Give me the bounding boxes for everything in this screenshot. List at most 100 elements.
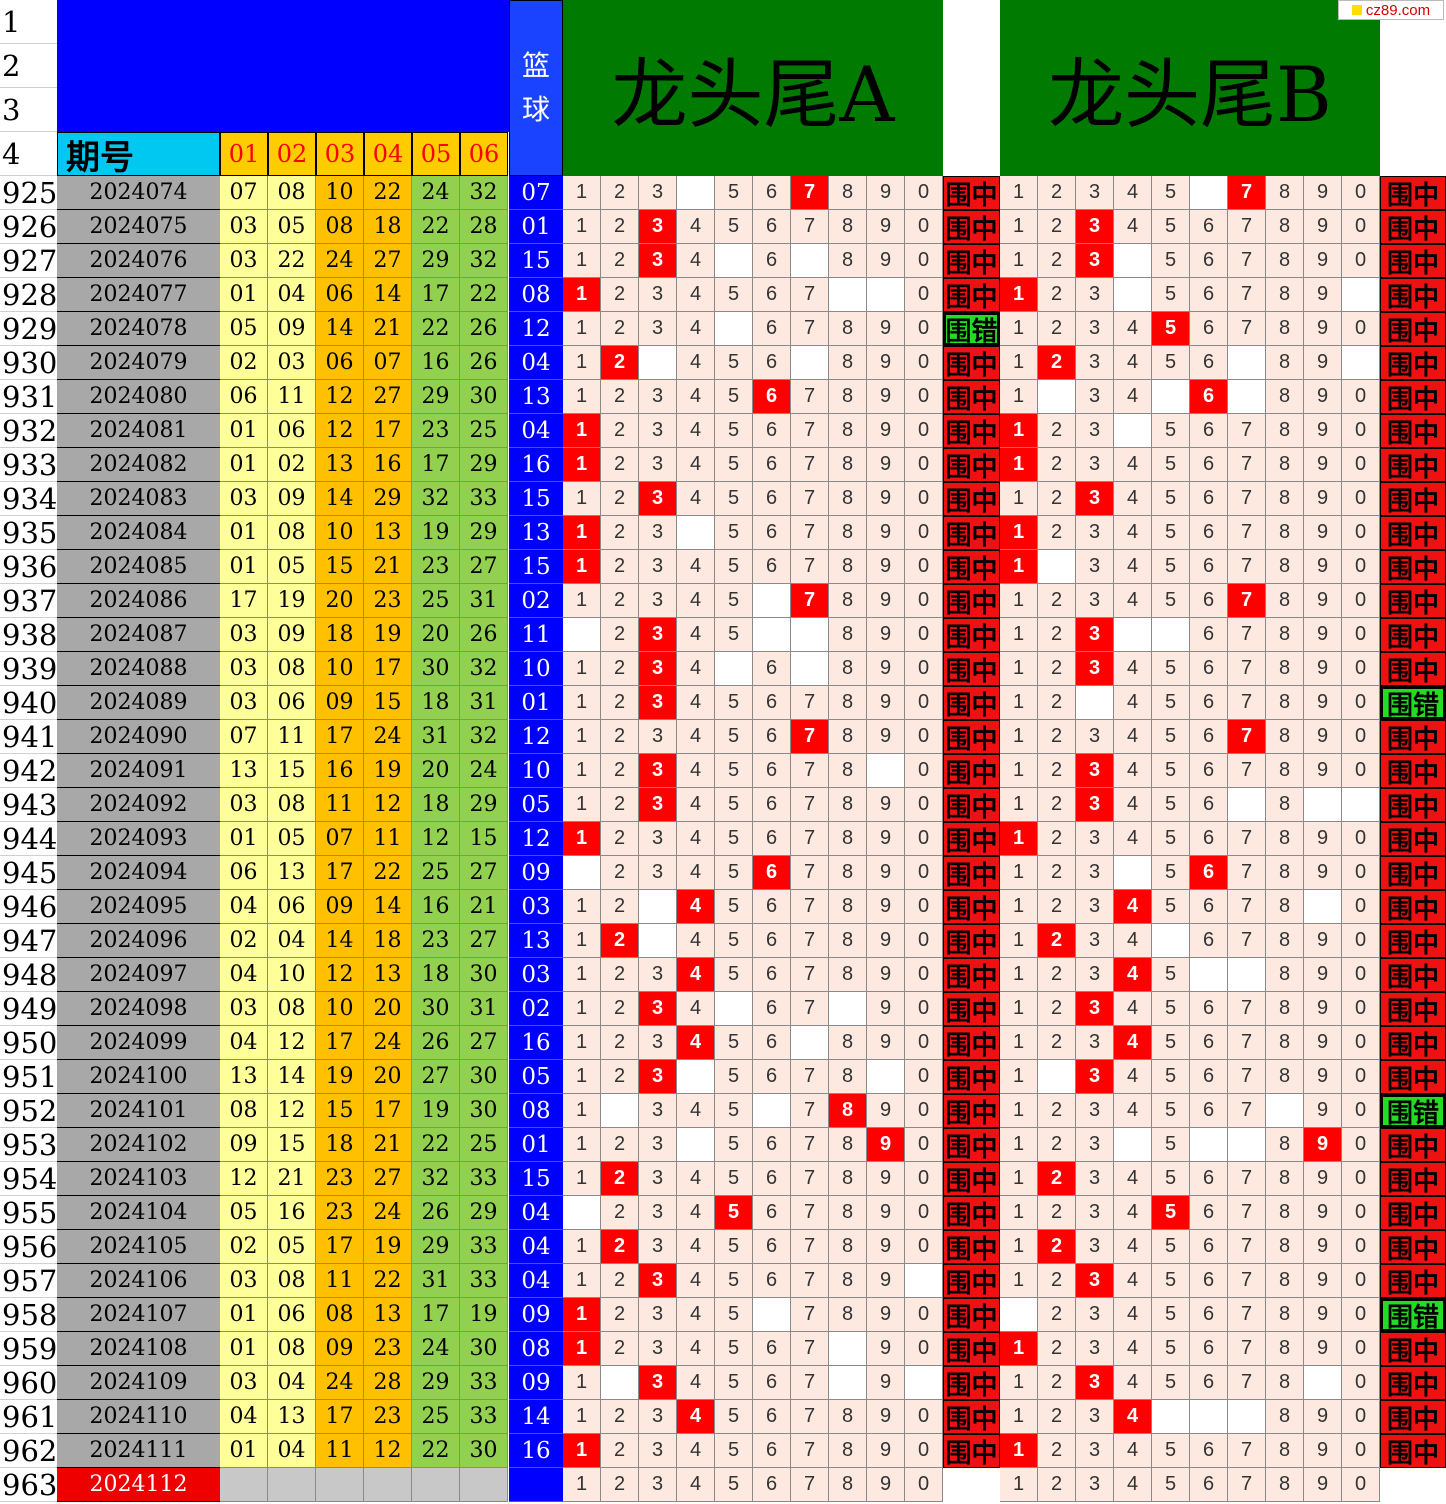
period-cell[interactable]: 2024079 — [57, 346, 220, 380]
red-ball-4[interactable]: 18 — [364, 210, 412, 244]
tail-b-7[interactable]: 7 — [1228, 1060, 1266, 1094]
tail-b-9[interactable]: 9 — [1304, 1230, 1342, 1264]
red-ball-4[interactable]: 17 — [364, 652, 412, 686]
blue-ball[interactable]: 09 — [509, 1366, 563, 1400]
red-ball-3[interactable]: 18 — [316, 618, 364, 652]
tail-b-7[interactable]: 7 — [1228, 1298, 1266, 1332]
tail-a-5[interactable]: 5 — [715, 1196, 753, 1230]
tail-a-6[interactable]: 6 — [753, 924, 791, 958]
period-cell[interactable]: 2024089 — [57, 686, 220, 720]
tail-a-1[interactable]: 1 — [563, 958, 601, 992]
tail-b-8[interactable]: 8 — [1266, 176, 1304, 210]
tail-b-3[interactable]: 3 — [1076, 550, 1114, 584]
tail-a-0[interactable]: 0 — [905, 380, 943, 414]
tail-a-6[interactable]: 6 — [753, 788, 791, 822]
tail-b-4[interactable]: 4 — [1114, 1264, 1152, 1298]
tail-b-9[interactable]: 9 — [1304, 686, 1342, 720]
tail-b-6[interactable]: 6 — [1190, 652, 1228, 686]
red-ball-6[interactable]: 30 — [460, 380, 508, 414]
tail-b-2[interactable] — [1038, 550, 1076, 584]
tail-a-1[interactable]: 1 — [563, 1230, 601, 1264]
tail-a-5[interactable]: 5 — [715, 958, 753, 992]
tail-a-3[interactable]: 3 — [639, 550, 677, 584]
red-ball-6[interactable]: 27 — [460, 1026, 508, 1060]
tail-b-1[interactable]: 1 — [1000, 652, 1038, 686]
tail-b-1[interactable]: 1 — [1000, 856, 1038, 890]
tail-b-9[interactable]: 9 — [1304, 176, 1342, 210]
period-cell[interactable]: 2024098 — [57, 992, 220, 1026]
tail-b-9[interactable]: 9 — [1304, 1128, 1342, 1162]
tail-b-6[interactable]: 6 — [1190, 414, 1228, 448]
red-ball-2[interactable]: 05 — [268, 822, 316, 856]
tail-b-0[interactable]: 0 — [1342, 1094, 1380, 1128]
red-ball-3[interactable]: 23 — [316, 1196, 364, 1230]
tail-b-0[interactable]: 0 — [1342, 822, 1380, 856]
tail-b-3[interactable]: 3 — [1076, 1400, 1114, 1434]
red-ball-5[interactable]: 22 — [412, 210, 460, 244]
tail-b-0[interactable]: 0 — [1342, 380, 1380, 414]
tail-b-1[interactable]: 1 — [1000, 686, 1038, 720]
tail-b-2[interactable]: 2 — [1038, 1026, 1076, 1060]
tail-b-7[interactable]: 7 — [1228, 1026, 1266, 1060]
row-header[interactable]: 958 — [0, 1298, 57, 1332]
tail-b-3[interactable]: 3 — [1076, 516, 1114, 550]
red-ball-3[interactable]: 10 — [316, 992, 364, 1026]
tail-b-2[interactable]: 2 — [1038, 1264, 1076, 1298]
tail-a-6[interactable]: 6 — [753, 482, 791, 516]
red-ball-5[interactable]: 25 — [412, 1400, 460, 1434]
tail-b-6[interactable]: 6 — [1190, 890, 1228, 924]
tail-b-8[interactable]: 8 — [1266, 958, 1304, 992]
red-ball-6[interactable]: 25 — [460, 1128, 508, 1162]
tail-b-8[interactable] — [1266, 1094, 1304, 1128]
red-ball-6[interactable]: 30 — [460, 958, 508, 992]
tail-b-4[interactable] — [1114, 278, 1152, 312]
tail-b-7[interactable]: 7 — [1228, 754, 1266, 788]
red-ball-6[interactable]: 19 — [460, 1298, 508, 1332]
row-header[interactable]: 1 — [0, 0, 57, 44]
red-ball-3[interactable]: 17 — [316, 720, 364, 754]
red-ball-1[interactable]: 01 — [220, 1298, 268, 1332]
tail-a-1[interactable] — [563, 1196, 601, 1230]
red-ball-2[interactable]: 13 — [268, 856, 316, 890]
tail-a-2[interactable]: 2 — [601, 1332, 639, 1366]
period-cell[interactable]: 2024101 — [57, 1094, 220, 1128]
tail-a-7[interactable] — [791, 618, 829, 652]
tail-a-7[interactable]: 7 — [791, 584, 829, 618]
red-ball-5[interactable]: 22 — [412, 312, 460, 346]
tail-a-7[interactable]: 7 — [791, 924, 829, 958]
tail-a-3[interactable]: 3 — [639, 618, 677, 652]
red-ball-6[interactable]: 32 — [460, 244, 508, 278]
red-ball-2[interactable]: 06 — [268, 686, 316, 720]
tail-a-9[interactable]: 9 — [867, 652, 905, 686]
tail-a-9[interactable]: 9 — [867, 788, 905, 822]
red-ball-1[interactable]: 06 — [220, 856, 268, 890]
tail-a-8[interactable] — [829, 278, 867, 312]
tail-b-8[interactable]: 8 — [1266, 1128, 1304, 1162]
tail-a-7[interactable]: 7 — [791, 822, 829, 856]
tail-b-1[interactable]: 1 — [1000, 414, 1038, 448]
tail-a-2[interactable]: 2 — [601, 992, 639, 1026]
tail-b-4[interactable]: 4 — [1114, 1060, 1152, 1094]
tail-a-4[interactable]: 4 — [677, 1230, 715, 1264]
red-ball-3[interactable]: 12 — [316, 414, 364, 448]
tail-a-3[interactable]: 3 — [639, 278, 677, 312]
row-header[interactable]: 963 — [0, 1468, 57, 1502]
red-ball-6[interactable] — [460, 1468, 508, 1502]
tail-b-3[interactable]: 3 — [1076, 720, 1114, 754]
tail-a-9[interactable] — [867, 754, 905, 788]
tail-a-6[interactable]: 6 — [753, 958, 791, 992]
tail-a-0[interactable]: 0 — [905, 958, 943, 992]
red-ball-2[interactable]: 08 — [268, 992, 316, 1026]
tail-a-4[interactable]: 4 — [677, 1298, 715, 1332]
tail-b-9[interactable]: 9 — [1304, 448, 1342, 482]
tail-a-6[interactable]: 6 — [753, 244, 791, 278]
tail-a-6[interactable]: 6 — [753, 856, 791, 890]
red-ball-2[interactable] — [268, 1468, 316, 1502]
tail-a-4[interactable]: 4 — [677, 414, 715, 448]
blue-ball[interactable]: 08 — [509, 278, 563, 312]
tail-b-6[interactable]: 6 — [1190, 1468, 1228, 1502]
tail-b-8[interactable]: 8 — [1266, 1060, 1304, 1094]
tail-b-9[interactable]: 9 — [1304, 414, 1342, 448]
tail-a-1[interactable]: 1 — [563, 278, 601, 312]
red-ball-4[interactable]: 18 — [364, 924, 412, 958]
